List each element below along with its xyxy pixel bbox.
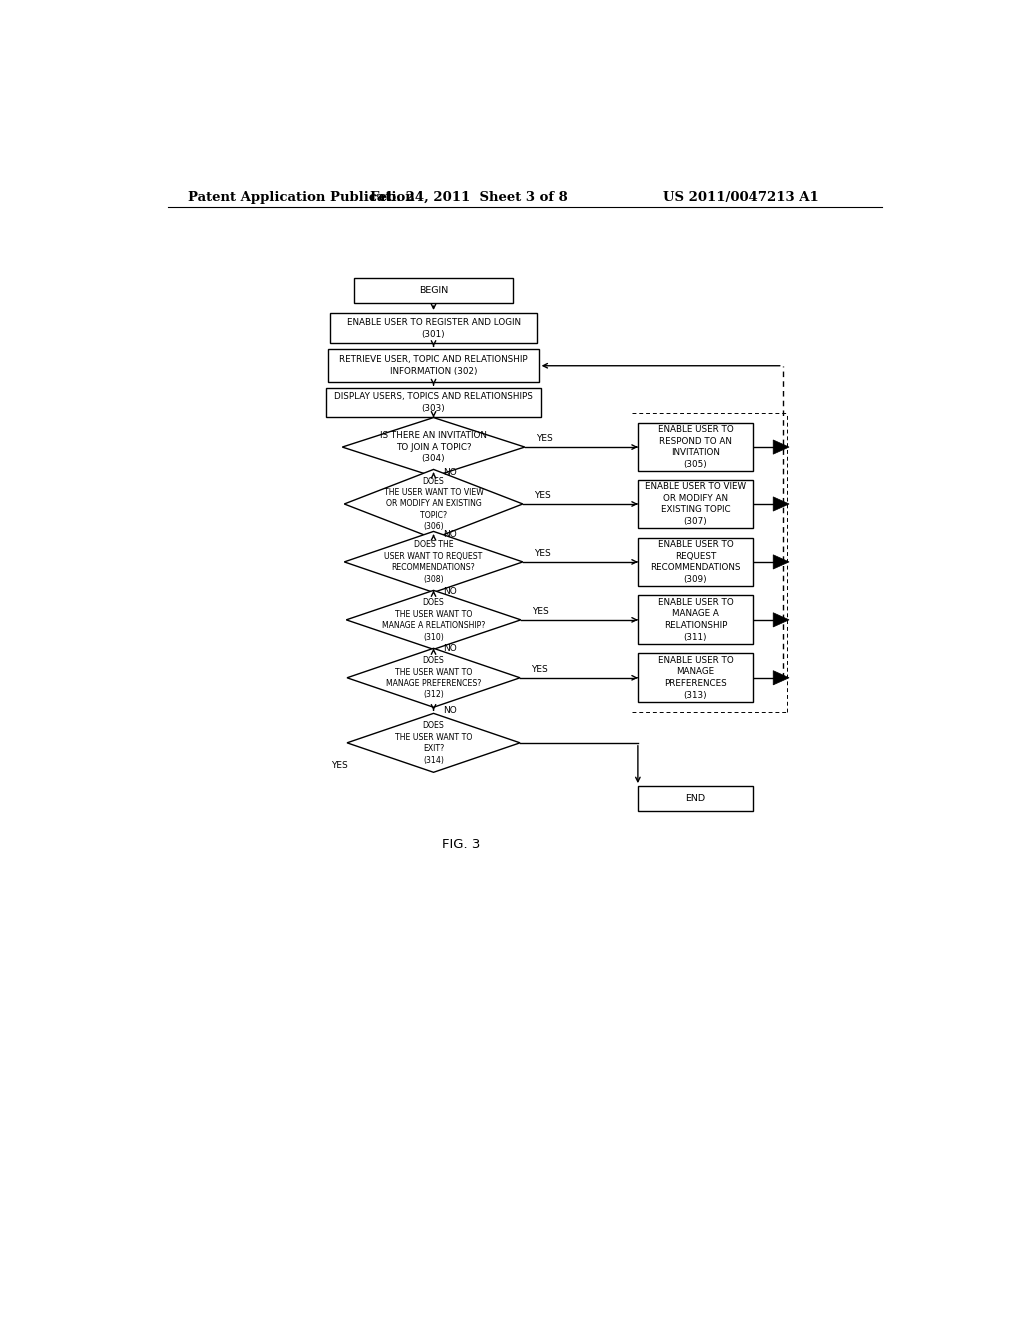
Text: ENABLE USER TO
RESPOND TO AN
INVITATION
(305): ENABLE USER TO RESPOND TO AN INVITATION … (657, 425, 733, 469)
Text: Patent Application Publication: Patent Application Publication (187, 190, 415, 203)
Bar (638, 537, 753, 586)
Bar (638, 479, 753, 528)
Text: ENABLE USER TO
MANAGE
PREFERENCES
(313): ENABLE USER TO MANAGE PREFERENCES (313) (657, 656, 733, 700)
Polygon shape (773, 496, 790, 511)
Text: Feb. 24, 2011  Sheet 3 of 8: Feb. 24, 2011 Sheet 3 of 8 (371, 190, 568, 203)
Text: ENABLE USER TO
REQUEST
RECOMMENDATIONS
(309): ENABLE USER TO REQUEST RECOMMENDATIONS (… (650, 540, 740, 585)
Polygon shape (773, 554, 790, 569)
Text: NO: NO (443, 531, 457, 540)
Text: YES: YES (535, 549, 551, 558)
Text: DOES THE
USER WANT TO REQUEST
RECOMMENDATIONS?
(308): DOES THE USER WANT TO REQUEST RECOMMENDA… (384, 540, 482, 583)
Text: YES: YES (531, 665, 548, 673)
Text: FIG. 3: FIG. 3 (442, 838, 480, 851)
Polygon shape (342, 417, 524, 477)
Text: DOES
THE USER WANT TO
MANAGE A RELATIONSHIP?
(310): DOES THE USER WANT TO MANAGE A RELATIONS… (382, 598, 485, 642)
Text: ENABLE USER TO
MANAGE A
RELATIONSHIP
(311): ENABLE USER TO MANAGE A RELATIONSHIP (31… (657, 598, 733, 642)
Text: BEGIN: BEGIN (419, 286, 449, 296)
Text: US 2011/0047213 A1: US 2011/0047213 A1 (663, 190, 818, 203)
Bar (638, 653, 753, 702)
Polygon shape (347, 648, 520, 708)
Polygon shape (347, 713, 520, 772)
Text: ENABLE USER TO REGISTER AND LOGIN
(301): ENABLE USER TO REGISTER AND LOGIN (301) (346, 318, 520, 338)
Polygon shape (773, 671, 790, 685)
Text: DOES
THE USER WANT TO
EXIT?
(314): DOES THE USER WANT TO EXIT? (314) (395, 721, 472, 764)
Bar (638, 595, 753, 644)
Polygon shape (773, 440, 790, 454)
Text: YES: YES (537, 434, 553, 444)
Polygon shape (344, 470, 523, 539)
Text: RETRIEVE USER, TOPIC AND RELATIONSHIP
INFORMATION (302): RETRIEVE USER, TOPIC AND RELATIONSHIP IN… (339, 355, 527, 376)
Bar (354, 277, 513, 304)
Bar (638, 422, 753, 471)
Text: YES: YES (532, 607, 549, 615)
Text: DOES
THE USER WANT TO VIEW
OR MODIFY AN EXISTING
TOPIC?
(306): DOES THE USER WANT TO VIEW OR MODIFY AN … (384, 477, 483, 532)
Text: YES: YES (331, 762, 347, 770)
Text: NO: NO (443, 706, 457, 715)
Bar (638, 785, 753, 812)
Polygon shape (344, 532, 523, 593)
Bar (327, 388, 541, 417)
Text: YES: YES (535, 491, 551, 500)
Text: ENABLE USER TO VIEW
OR MODIFY AN
EXISTING TOPIC
(307): ENABLE USER TO VIEW OR MODIFY AN EXISTIN… (645, 482, 746, 527)
Text: NO: NO (443, 644, 457, 653)
Text: IS THERE AN INVITATION
TO JOIN A TOPIC?
(304): IS THERE AN INVITATION TO JOIN A TOPIC? … (380, 432, 487, 463)
Bar (331, 313, 537, 343)
Bar (329, 350, 539, 381)
Text: NO: NO (443, 469, 457, 478)
Polygon shape (773, 612, 790, 627)
Text: DOES
THE USER WANT TO
MANAGE PREFERENCES?
(312): DOES THE USER WANT TO MANAGE PREFERENCES… (386, 656, 481, 700)
Polygon shape (346, 590, 521, 649)
Text: NO: NO (443, 587, 457, 595)
Text: DISPLAY USERS, TOPICS AND RELATIONSHIPS
(303): DISPLAY USERS, TOPICS AND RELATIONSHIPS … (334, 392, 532, 413)
Text: END: END (685, 795, 706, 804)
